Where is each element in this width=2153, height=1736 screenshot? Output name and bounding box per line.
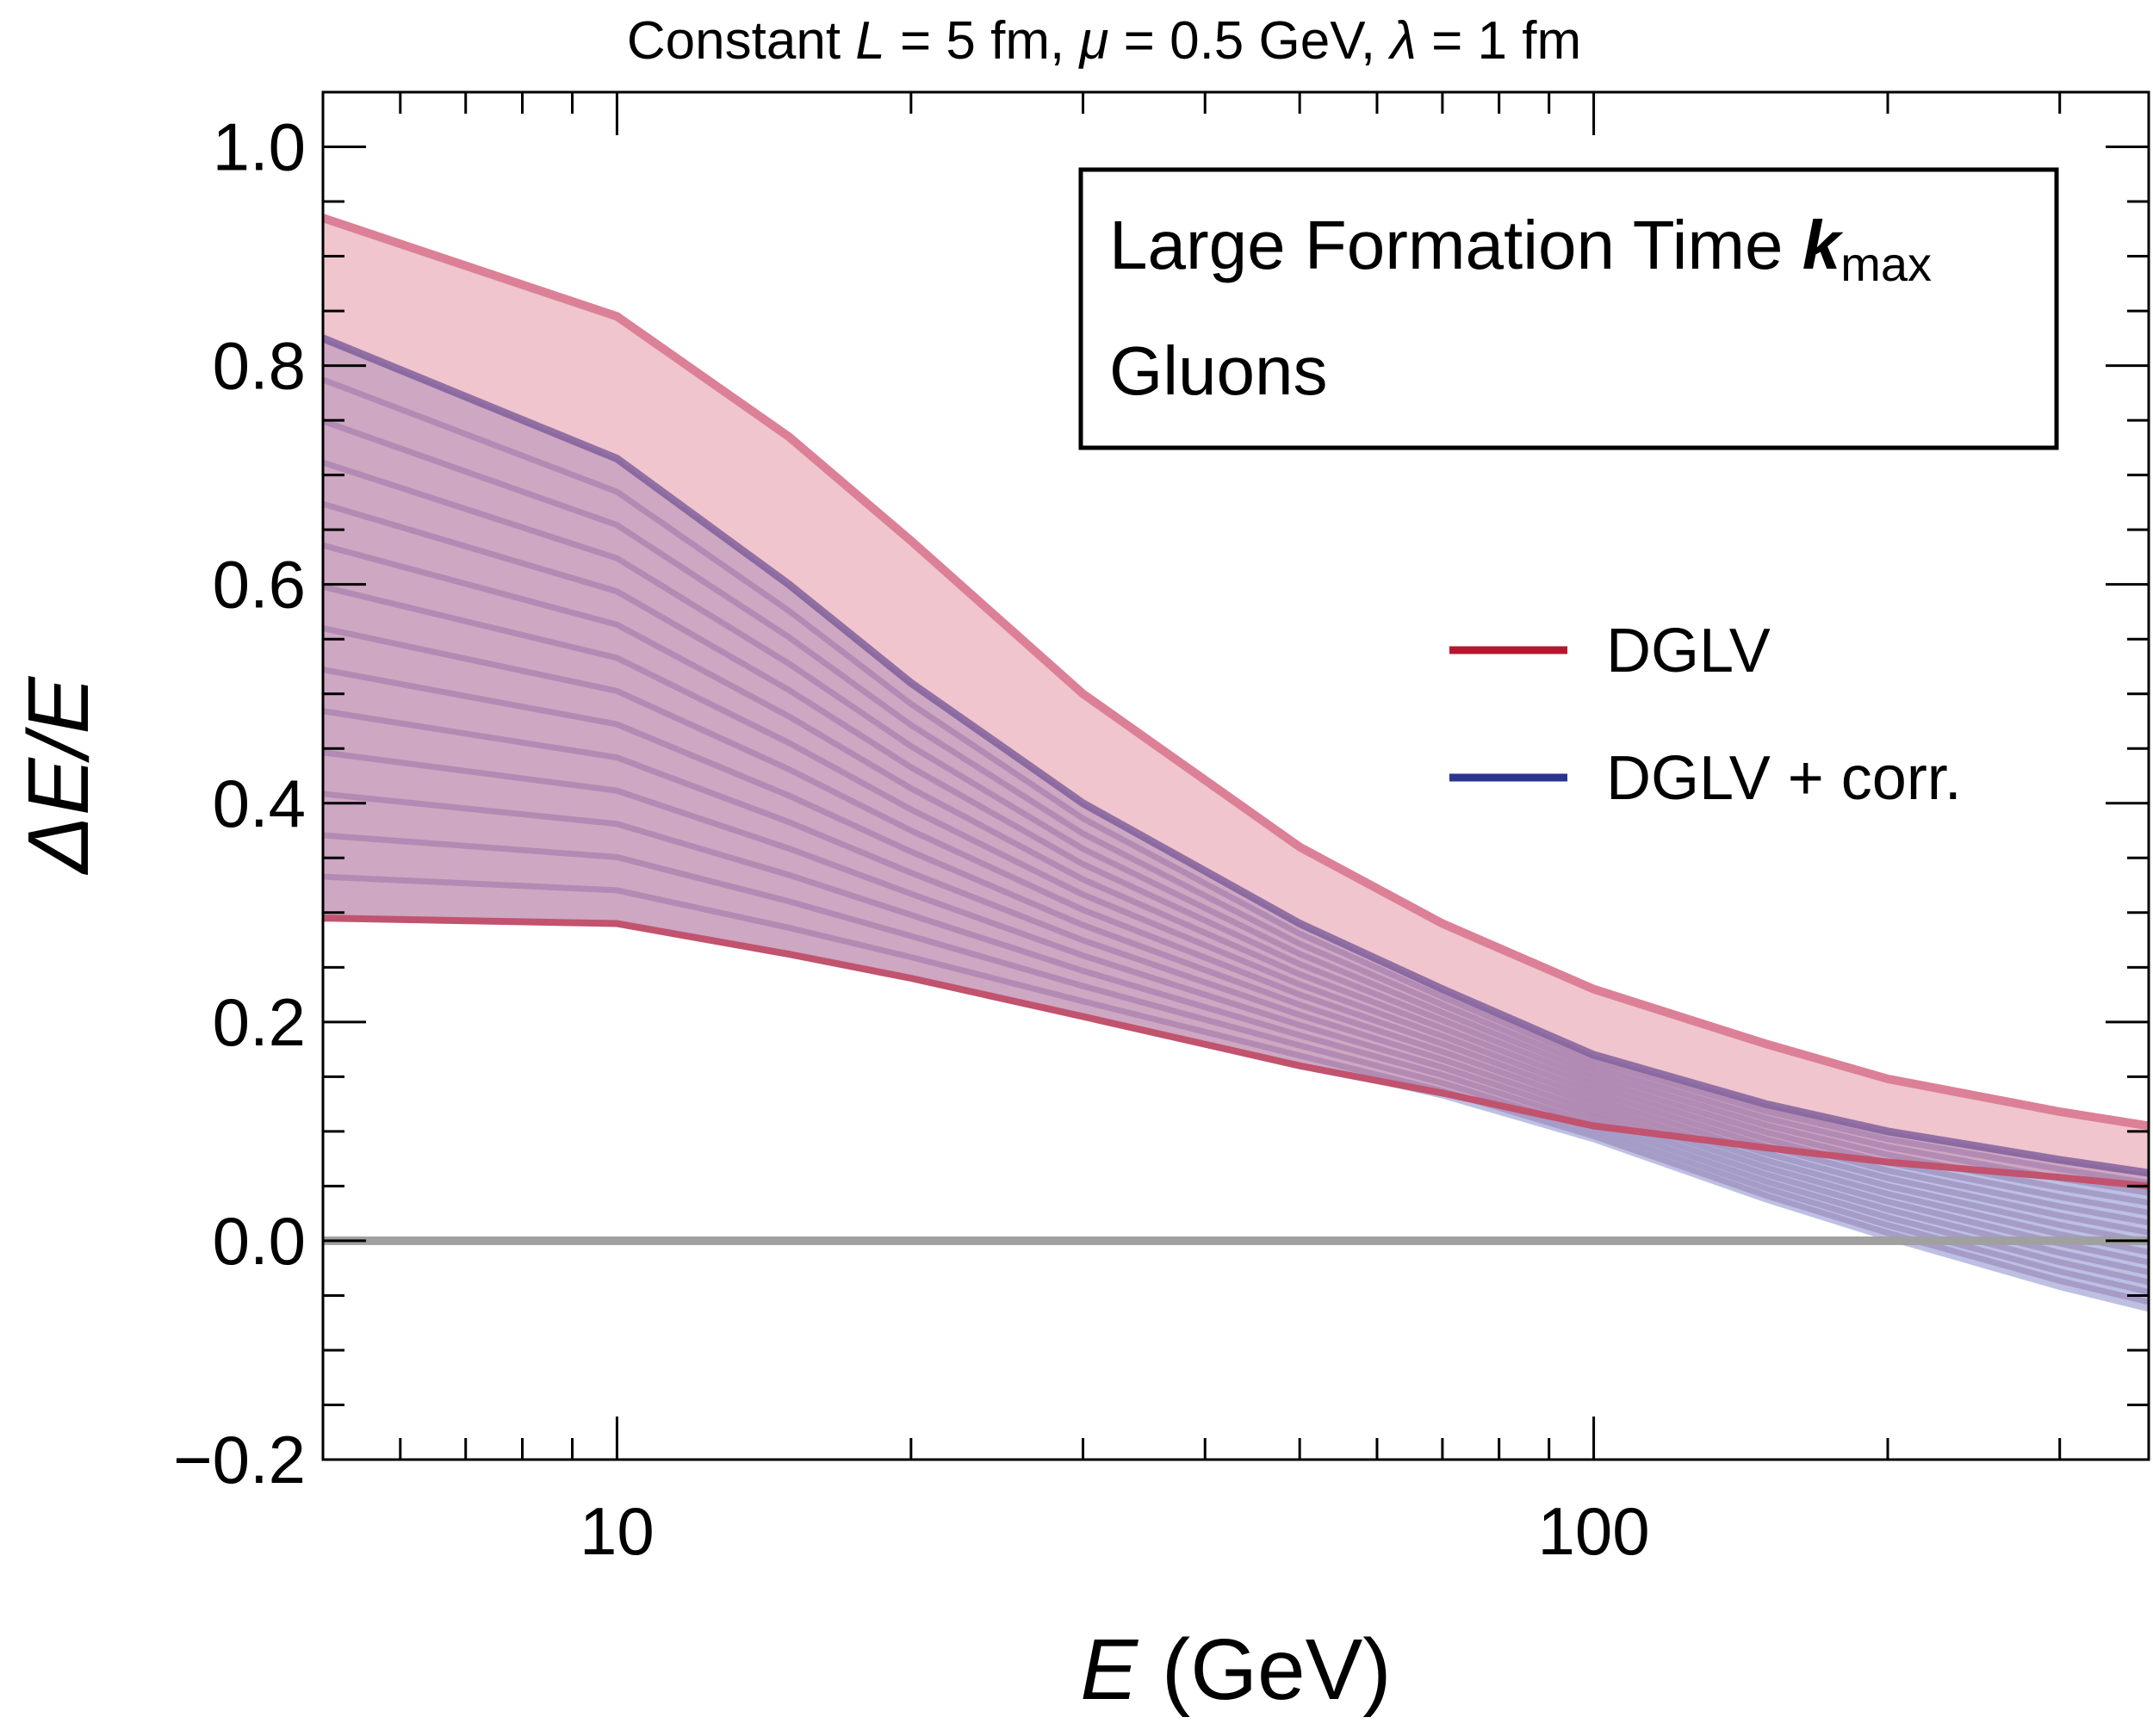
corr-family-line [323, 749, 2149, 1275]
corr-family-line [323, 708, 2149, 1266]
corr-family-line [323, 376, 2149, 1187]
corr-family-line [323, 832, 2149, 1295]
corr-family-line [323, 790, 2149, 1286]
plot-frame [321, 90, 2150, 1461]
x-tick-label: 10 [580, 1493, 655, 1569]
corr-family-line [323, 542, 2149, 1226]
chart-title: Constant L = 5 fm, μ = 0.5 GeV, λ = 1 fm [627, 11, 1581, 71]
corr-band-lines [323, 376, 2149, 1305]
dglv-lower-line [323, 914, 2149, 1190]
annotation-subtitle: Gluons [1109, 332, 1327, 409]
axis-tick-labels: −0.2 0.0 0.2 0.4 0.6 0.8 1.0 10 100 [173, 109, 1650, 1569]
y-tick-label: 0.6 [213, 547, 306, 623]
annotation-box: Large Formation Time kmax Gluons [1078, 167, 2059, 450]
x-tick-label: 100 [1538, 1493, 1650, 1569]
y-tick-label: 0.2 [213, 984, 306, 1060]
corr-family-line [323, 666, 2149, 1256]
y-tick-label: 0.4 [213, 766, 306, 841]
annotation-title: Large Formation Time kmax [1109, 207, 1932, 291]
legend-label-dglv: DGLV [1606, 617, 1771, 685]
dglv-upper-line [323, 214, 2149, 1131]
y-tick-label: 0.0 [213, 1203, 306, 1279]
x-axis-label: E (GeV) [1080, 1621, 1391, 1718]
y-tick-label: 1.0 [213, 109, 306, 185]
legend: DGLV DGLV + corr. [1449, 617, 1962, 813]
y-axis-label: ΔE/E [10, 676, 107, 876]
legend-label-dglv-corr: DGLV + corr. [1606, 744, 1962, 813]
overlap-band [323, 338, 2149, 1187]
corr-family-line [323, 625, 2149, 1246]
corr-family-line [323, 418, 2149, 1196]
y-tick-label: 0.8 [213, 328, 306, 404]
corr-upper-line [323, 334, 2149, 1177]
corr-family-line [323, 583, 2149, 1236]
corr-family-line [323, 459, 2149, 1206]
y-tick-label: −0.2 [173, 1422, 306, 1497]
corr-family-line [323, 500, 2149, 1216]
axis-ticks [321, 90, 2149, 1461]
